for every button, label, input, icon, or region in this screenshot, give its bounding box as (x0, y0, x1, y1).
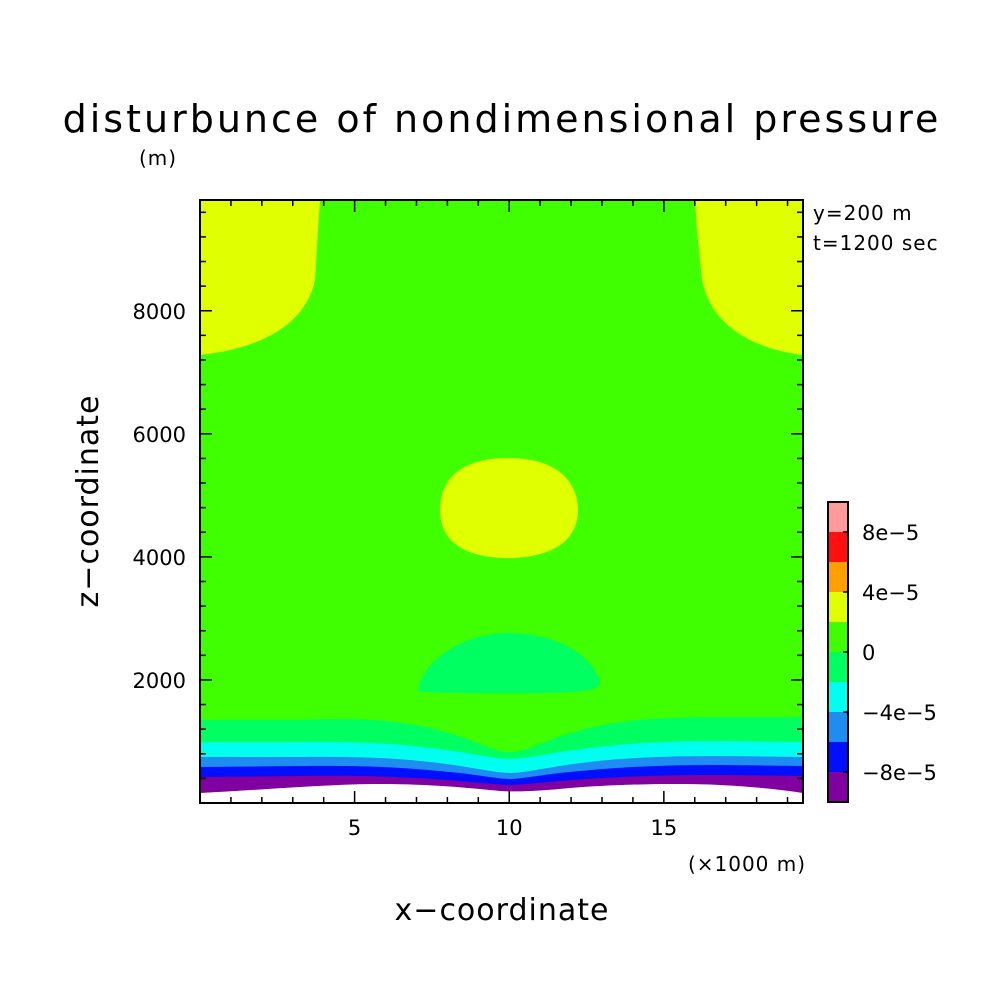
colorbar-swatch (828, 502, 848, 532)
contour-upper-left-positive (200, 200, 320, 355)
colorbar-swatch (828, 682, 848, 712)
y-unit-label: (m) (139, 146, 177, 170)
colorbar-tick-label: 4e−5 (862, 581, 919, 605)
plot-frame (199, 199, 804, 804)
chart-title: disturbunce of nondimensional pressure (63, 97, 942, 141)
colorbar-swatch (828, 532, 848, 562)
colorbar-swatch (828, 622, 848, 652)
x-tick-label: 10 (496, 816, 523, 840)
y-tick-label: 6000 (133, 423, 186, 447)
x-tick-label: 15 (650, 816, 677, 840)
plot-area (199, 199, 804, 804)
colorbar-tick-label: −8e−5 (862, 761, 937, 785)
x-axis-label: x−coordinate (395, 893, 610, 928)
contour-below-range (200, 784, 803, 803)
colorbar-swatch (828, 742, 848, 772)
axis-ticks (200, 200, 803, 803)
colorbar: −8e−5 −4e−5 0 4e−5 8e−5 (827, 501, 937, 803)
contour-upper-right-positive (695, 200, 803, 355)
colorbar-swatch (828, 712, 848, 742)
y-tick-label: 4000 (133, 546, 186, 570)
colorbar-tick-label: 8e−5 (862, 521, 919, 545)
x-tick-label: 5 (348, 816, 361, 840)
annotation-y: y=200 m (813, 201, 913, 225)
colorbar-swatch (828, 562, 848, 592)
colorbar-swatch (828, 772, 848, 802)
y-tick-label: 2000 (133, 669, 186, 693)
colorbar-swatch (828, 592, 848, 622)
x-unit-label: (×1000 m) (688, 852, 806, 876)
axis-tick-labels: 5 10 15 2000 4000 6000 8000 (133, 300, 678, 840)
annotation-t: t=1200 sec (813, 231, 939, 255)
y-axis-label: z−coordinate (71, 395, 106, 608)
contour-mid-negative (418, 633, 600, 693)
colorbar-swatch (828, 652, 848, 682)
contour-center-positive (440, 458, 578, 558)
colorbar-tick-label: 0 (862, 641, 875, 665)
colorbar-tick-label: −4e−5 (862, 701, 937, 725)
y-tick-label: 8000 (133, 300, 186, 324)
